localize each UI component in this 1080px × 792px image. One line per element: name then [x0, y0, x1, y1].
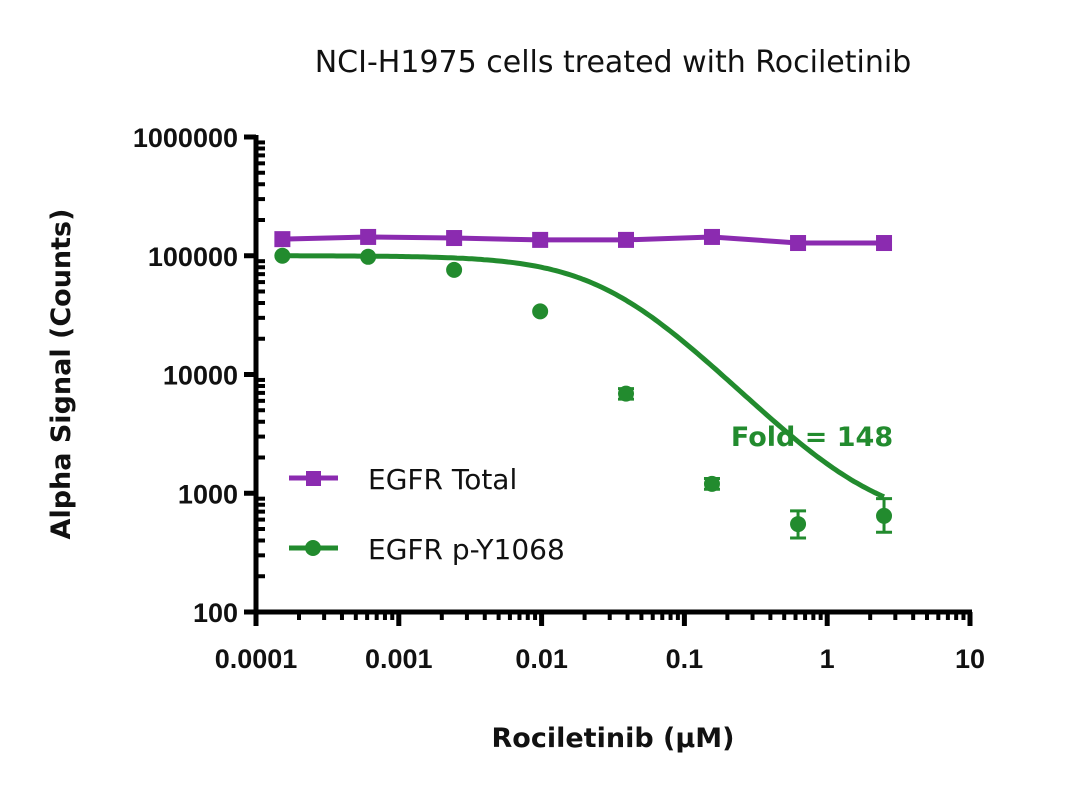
x-axis-label: Rociletinib (µM): [492, 723, 735, 754]
y-axis-label: Alpha Signal (Counts): [46, 209, 77, 540]
x-axis: 0.0001 0.001 0.01 0.1 1 10: [215, 609, 985, 674]
square-marker-icon: [360, 228, 377, 245]
circle-marker-icon: [305, 540, 321, 556]
circle-marker-icon: [618, 385, 635, 402]
y-tick-label: 100000: [148, 242, 238, 272]
circle-marker-icon: [532, 303, 549, 320]
series-egfr-py1068: [274, 247, 893, 540]
square-marker-icon: [274, 231, 291, 248]
legend-item-egfr-total: EGFR Total: [289, 463, 517, 496]
square-marker-icon: [703, 228, 720, 245]
legend-label-egfr-total: EGFR Total: [368, 463, 517, 496]
y-tick-label: 100: [193, 598, 238, 628]
x-tick-label: 1: [820, 644, 835, 674]
square-marker-icon: [618, 231, 635, 248]
y-tick-label: 1000: [178, 479, 238, 509]
fold-annotation: Fold = 148: [731, 422, 893, 453]
x-tick-label: 0.01: [515, 644, 568, 674]
circle-marker-icon: [876, 507, 893, 524]
square-marker-icon: [876, 235, 893, 252]
legend: EGFR Total EGFR p-Y1068: [289, 463, 565, 566]
series-egfr-total: [274, 228, 893, 252]
x-tick-label: 0.1: [666, 644, 704, 674]
x-tick-label: 0.0001: [215, 644, 298, 674]
legend-item-egfr-py1068: EGFR p-Y1068: [289, 533, 565, 566]
square-marker-icon: [306, 471, 321, 486]
y-tick-label: 1000000: [133, 123, 238, 153]
square-marker-icon: [532, 231, 549, 248]
square-marker-icon: [790, 235, 807, 252]
chart-title: NCI-H1975 cells treated with Rociletinib: [315, 45, 912, 80]
y-tick-label: 10000: [163, 361, 238, 391]
series-layer: [274, 228, 893, 540]
circle-marker-icon: [790, 516, 807, 533]
circle-marker-icon: [703, 475, 720, 492]
x-tick-label: 0.001: [365, 644, 433, 674]
circle-marker-icon: [446, 261, 463, 278]
circle-marker-icon: [274, 247, 291, 264]
legend-label-egfr-py1068: EGFR p-Y1068: [368, 533, 565, 566]
square-marker-icon: [446, 230, 463, 247]
y-axis: 100 1000 10000 100000 1000000: [133, 123, 265, 628]
circle-marker-icon: [360, 248, 377, 265]
x-tick-label: 10: [955, 644, 985, 674]
